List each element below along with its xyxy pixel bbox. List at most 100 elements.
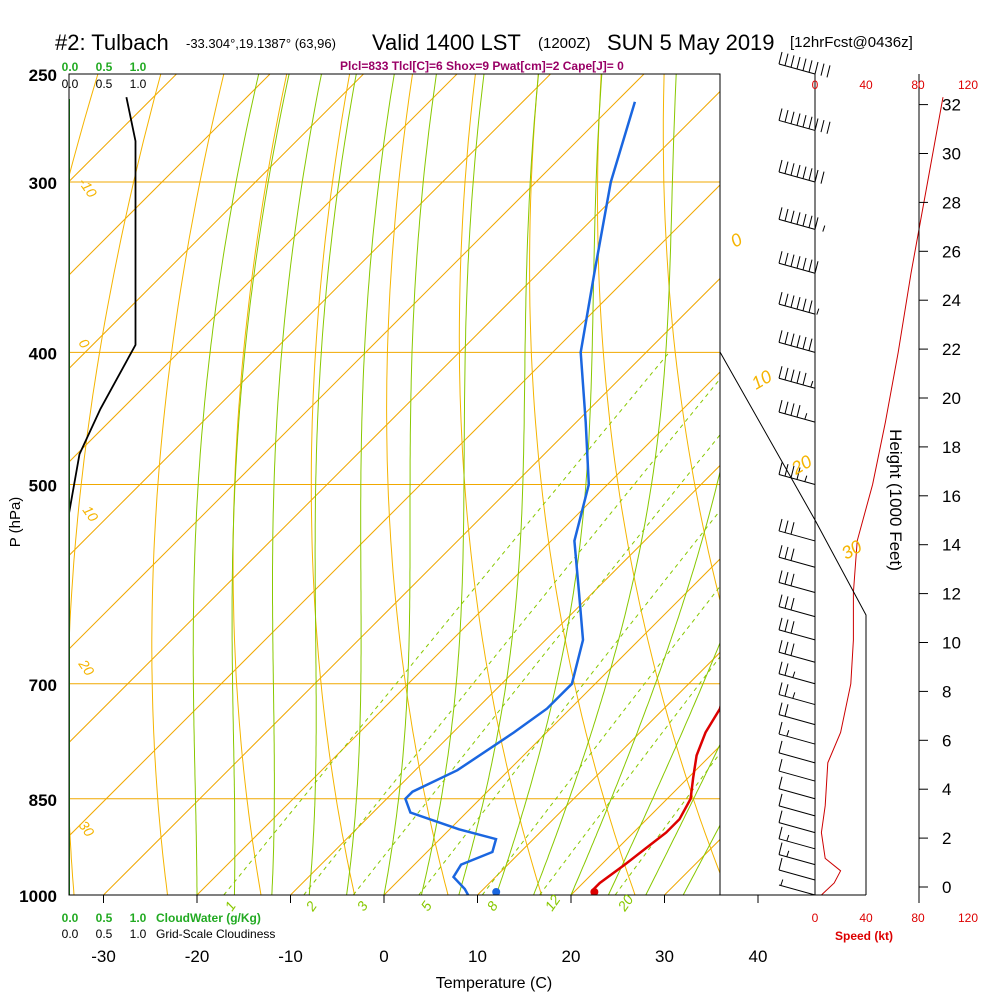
cloudiness-tick-top: 0.5 (96, 77, 113, 91)
wind-barb (778, 857, 816, 881)
cloudwater-tick-bottom: 1.0 (130, 911, 147, 925)
isotherm-line (69, 90, 720, 744)
mixing-ratio-line (481, 585, 720, 895)
wind-barb-feather (790, 369, 795, 382)
wind-barb-feather (790, 548, 795, 561)
height-tick-label: 12 (942, 585, 961, 604)
wind-barb-feather (790, 522, 795, 535)
wind-barb (778, 207, 826, 232)
wind-barb (778, 826, 816, 850)
saturated-adiabat-label: 0 (727, 229, 746, 251)
wind-barb-feather (790, 210, 795, 223)
station-title: #2: Tulbach (55, 30, 169, 55)
isotherm-line (69, 184, 720, 837)
y-axis-title: P (hPa) (7, 497, 24, 548)
height-tick-label: 28 (942, 193, 961, 212)
wind-barb-feather (802, 336, 807, 350)
wind-barb-feather (778, 640, 783, 653)
wind-barb-feather (784, 53, 789, 66)
isotherm-line (69, 74, 645, 650)
wind-barb-feather (784, 208, 789, 222)
dry-adiabat-line (232, 74, 288, 895)
sounding-parameters: Plcl=833 Tlcl[C]=6 Shox=9 Pwat[cm]=2 Cap… (340, 59, 624, 73)
wind-barb-feather (784, 401, 789, 414)
isotherm-line (477, 651, 720, 895)
wind-barb-feather (808, 215, 813, 228)
wind-barb-feather (796, 404, 801, 418)
saturated-adiabat-line (346, 74, 395, 895)
wind-barb-feather (796, 371, 801, 384)
height-tick-label: 30 (942, 145, 961, 164)
height-tick-label: 4 (942, 780, 951, 799)
x-tick-label: 0 (379, 947, 388, 966)
wind-barb (778, 758, 816, 782)
mixing-ratio-line (223, 351, 670, 895)
wind-barb-feather (778, 399, 783, 413)
isotherm-line (69, 74, 364, 370)
pressure-tick-label: 700 (29, 676, 57, 695)
wind-barb-feather (790, 403, 795, 416)
saturated-adiabat-line (645, 743, 720, 895)
cloudiness-axis-title: Grid-Scale Cloudiness (156, 927, 275, 941)
wind-barb-feather (790, 643, 795, 656)
dry-adiabat-label: 30 (76, 818, 98, 840)
mixing-ratio-label: 5 (417, 898, 435, 914)
wind-barb (778, 721, 816, 745)
wind-barb (778, 793, 816, 817)
height-tick-label: 32 (942, 96, 961, 115)
wind-barb-feather (778, 740, 783, 753)
height-tick-label: 10 (942, 634, 961, 653)
wind-barb-feather (796, 297, 801, 310)
wind-barb-feather (802, 114, 807, 128)
wind-barb-staff (778, 884, 816, 896)
dewpoint-profile (403, 101, 637, 895)
wind-barb-feather (784, 596, 789, 609)
wind-barb-feather (784, 663, 789, 676)
wind-barb-staff (778, 733, 816, 745)
wind-barb-feather (802, 58, 807, 71)
saturated-adiabat-line (607, 641, 720, 895)
x-tick-label: 20 (562, 947, 581, 966)
speed-tick-label-top: 40 (859, 78, 873, 92)
cloudwater-tick-top: 0.5 (96, 60, 113, 74)
dry-adiabat-label: 0 (76, 336, 94, 352)
mixing-ratio-label: 20 (614, 892, 637, 915)
saturated-adiabat-line (231, 74, 290, 895)
wind-barb-feather (790, 295, 795, 308)
wind-barb-feather (778, 682, 783, 695)
x-axis-title: Temperature (C) (436, 975, 552, 992)
wind-barb (778, 108, 831, 134)
mixing-ratio-label: 8 (483, 898, 501, 914)
wind-barb (778, 842, 816, 866)
wind-barb-feather (808, 259, 813, 272)
mixing-ratio-line (352, 434, 720, 895)
wind-barb-feather (778, 51, 783, 65)
speed-tick-label-top: 80 (911, 78, 925, 92)
pressure-tick-label: 1000 (19, 887, 57, 906)
wind-barb-feather (778, 108, 783, 121)
wind-barb (778, 594, 816, 618)
wind-barb-feather (814, 61, 819, 75)
dry-adiabat-line (458, 74, 542, 895)
wind-barb (778, 545, 816, 568)
wind-barb-feather (778, 617, 783, 631)
height-tick-label: 6 (942, 731, 951, 750)
valid-zulu: (1200Z) (538, 35, 591, 52)
pressure-tick-label: 500 (29, 477, 57, 496)
isotherm-line (383, 558, 720, 895)
wind-barb-feather (820, 171, 825, 184)
cloudiness-profile (69, 97, 137, 514)
cloudiness-tick-top: 1.0 (130, 77, 147, 91)
wind-barb (778, 570, 816, 593)
x-tick-label: 40 (749, 947, 768, 966)
height-tick-label: 14 (942, 536, 961, 555)
dry-adiabat-line (596, 74, 720, 875)
wind-barb-feather (790, 333, 795, 346)
surface-temperature-marker (590, 888, 599, 895)
saturated-adiabat-line (420, 74, 485, 895)
wind-barb-feather (820, 119, 825, 133)
isotherm-line (196, 371, 720, 895)
wind-barb-half-feather (786, 730, 790, 737)
x-tick-label: -30 (91, 947, 116, 966)
